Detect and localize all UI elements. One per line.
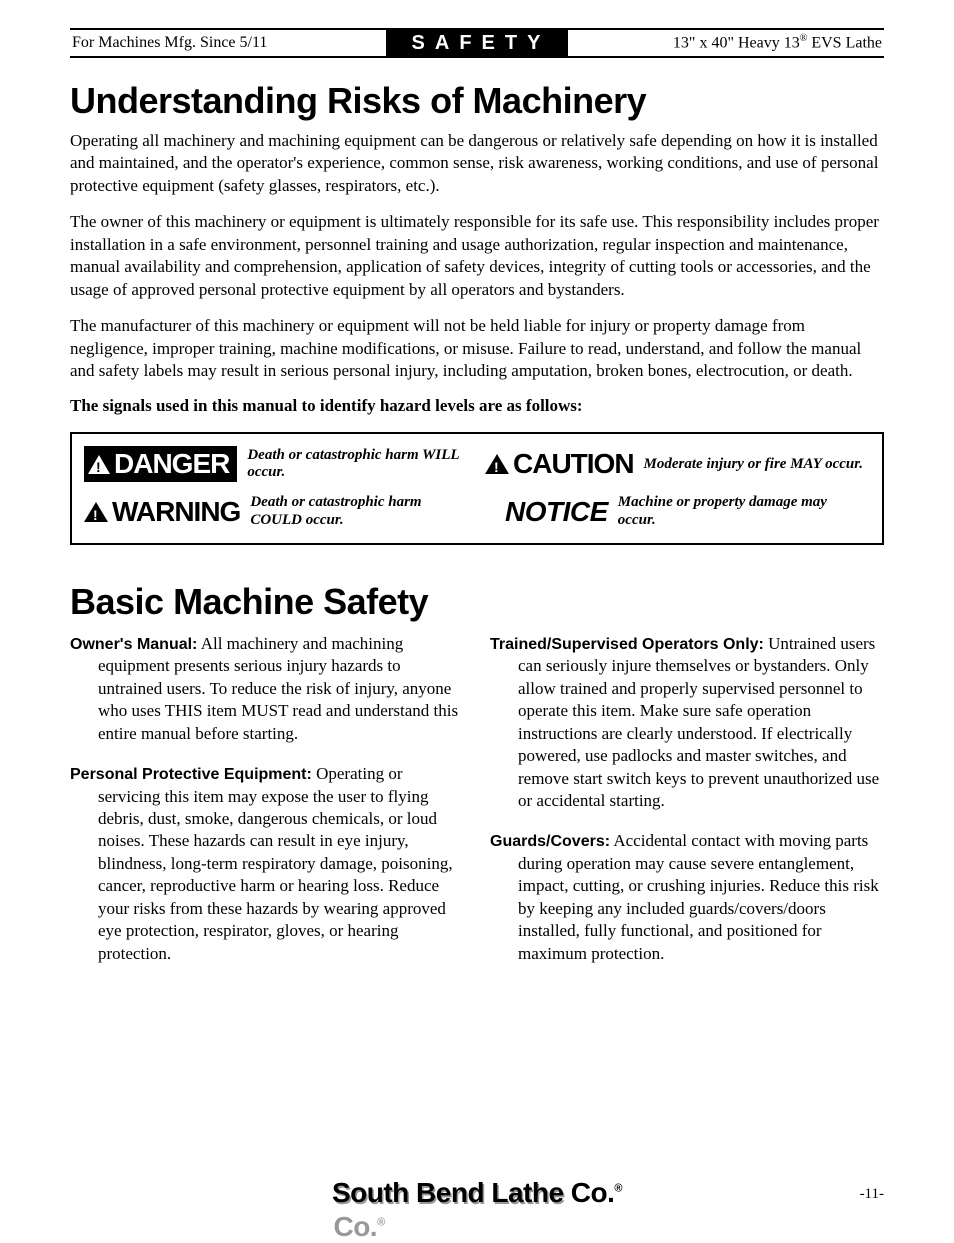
section-title-basic: Basic Machine Safety xyxy=(70,581,884,623)
alert-triangle-icon xyxy=(84,502,108,522)
item-ppe: Personal Protective Equipment: Operating… xyxy=(70,763,464,965)
danger-desc: Death or catastrophic harm WILL occur. xyxy=(247,447,465,482)
hazard-caution: CAUTION Moderate injury or fire MAY occu… xyxy=(485,446,866,482)
item-body: Accidental contact with moving parts dur… xyxy=(518,831,879,962)
signals-intro: The signals used in this manual to ident… xyxy=(70,396,884,416)
item-guards-covers: Guards/Covers: Accidental contact with m… xyxy=(490,830,884,965)
page-number: -11- xyxy=(860,1186,884,1203)
warning-word: WARNING xyxy=(112,496,240,528)
registered-mark: ® xyxy=(614,1183,622,1195)
item-owners-manual: Owner's Manual: All machinery and machin… xyxy=(70,633,464,745)
item-lead: Guards/Covers: xyxy=(490,833,610,850)
danger-label: DANGER xyxy=(84,446,237,482)
page-footer: South Bend Lathe Co.® South Bend Lathe C… xyxy=(0,1177,954,1209)
section-title-risks: Understanding Risks of Machinery xyxy=(70,80,884,122)
warning-label: WARNING xyxy=(84,496,240,528)
notice-label: NOTICE xyxy=(505,496,608,528)
danger-word: DANGER xyxy=(114,448,229,480)
header-right-post: EVS Lathe xyxy=(807,35,882,52)
warning-desc: Death or catastrophic harm COULD occur. xyxy=(250,494,465,529)
header-right-pre: 13" x 40" Heavy 13 xyxy=(673,35,800,52)
para-3: The manufacturer of this machinery or eq… xyxy=(70,315,884,382)
para-1: Operating all machinery and machining eq… xyxy=(70,130,884,197)
para-2: The owner of this machinery or equipment… xyxy=(70,211,884,301)
hazard-notice: NOTICE Machine or property damage may oc… xyxy=(485,494,866,529)
alert-triangle-icon xyxy=(485,454,509,474)
hazard-warning: WARNING Death or catastrophic harm COULD… xyxy=(84,494,465,529)
item-lead: Trained/Supervised Operators Only: xyxy=(490,636,764,653)
item-lead: Owner's Manual: xyxy=(70,636,197,653)
caution-word: CAUTION xyxy=(513,448,634,480)
right-column: Trained/Supervised Operators Only: Untra… xyxy=(490,633,884,983)
safety-columns: Owner's Manual: All machinery and machin… xyxy=(70,633,884,983)
item-lead: Personal Protective Equipment: xyxy=(70,766,312,783)
company-text: South Bend Lathe Co. xyxy=(332,1177,614,1208)
item-body: Operating or servicing this item may exp… xyxy=(98,764,453,963)
company-name: South Bend Lathe Co.® South Bend Lathe C… xyxy=(332,1177,622,1209)
header-right: 13" x 40" Heavy 13® EVS Lathe xyxy=(568,33,884,52)
header-left: For Machines Mfg. Since 5/11 xyxy=(70,34,386,52)
hazard-signals-box: DANGER Death or catastrophic harm WILL o… xyxy=(70,432,884,545)
item-trained-operators: Trained/Supervised Operators Only: Untra… xyxy=(490,633,884,813)
hazard-danger: DANGER Death or catastrophic harm WILL o… xyxy=(84,446,465,482)
header-center-badge: SAFETY xyxy=(386,29,569,58)
notice-desc: Machine or property damage may occur. xyxy=(618,494,866,529)
caution-desc: Moderate injury or fire MAY occur. xyxy=(644,456,863,473)
alert-triangle-icon xyxy=(88,455,110,474)
item-body: Untrained users can seriously injure the… xyxy=(518,634,879,810)
left-column: Owner's Manual: All machinery and machin… xyxy=(70,633,464,983)
caution-label: CAUTION xyxy=(485,448,634,480)
header-bar: For Machines Mfg. Since 5/11 SAFETY 13" … xyxy=(70,28,884,58)
